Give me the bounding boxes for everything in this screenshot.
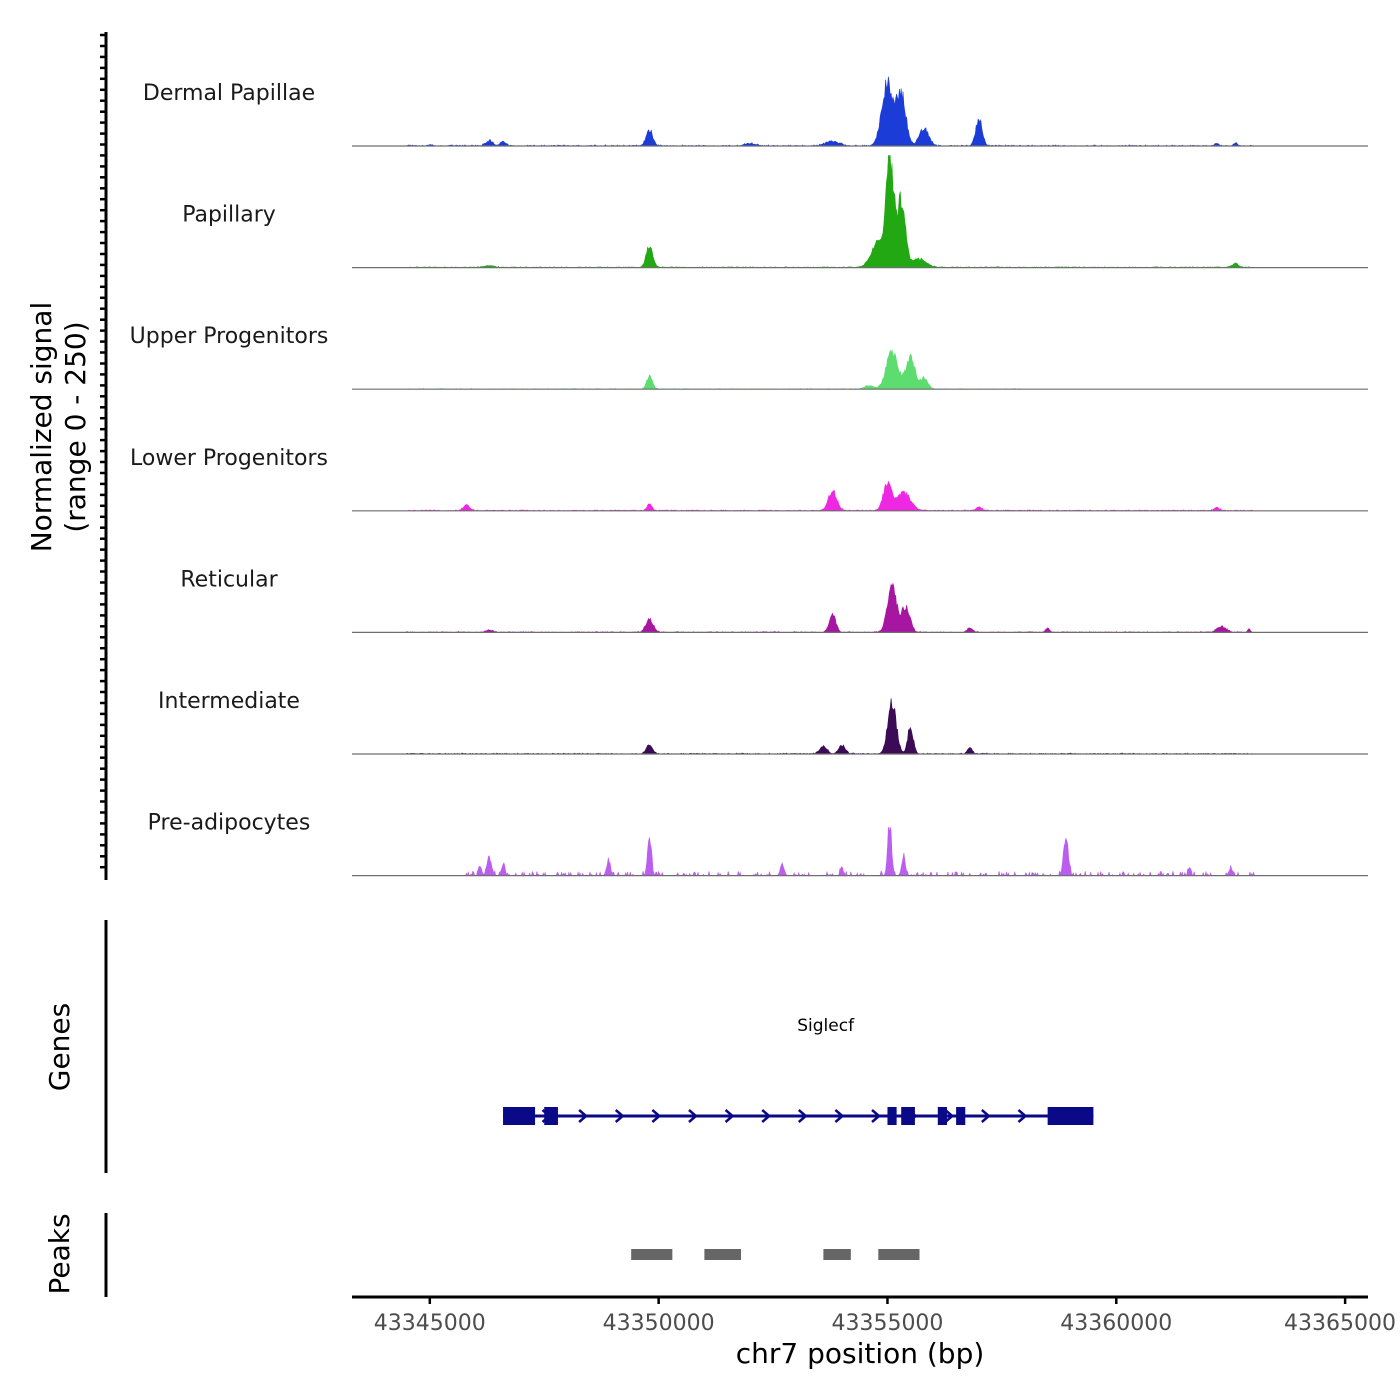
exon [937,1107,947,1125]
strand-arrow [981,1109,991,1123]
track-lower-progenitors: Lower Progenitors [130,446,1368,512]
exon [887,1107,897,1125]
x-tick-label: 43355000 [831,1311,943,1336]
track-reticular: Reticular [180,567,1368,634]
track-dermal-papillae: Dermal Papillae [143,76,1368,147]
peak-region [704,1249,742,1260]
track-label: Dermal Papillae [143,81,315,106]
strand-arrow [724,1109,735,1123]
track-label: Intermediate [158,689,300,714]
x-tick-label: 43345000 [374,1311,486,1336]
track-label: Papillary [182,203,276,228]
strand-arrow [614,1109,625,1123]
x-tick-label: 43350000 [603,1311,715,1336]
track-upper-progenitors: Upper Progenitors [130,324,1368,390]
strand-arrow [651,1109,662,1123]
strand-arrow [688,1109,698,1123]
y-axis-title: Normalized signal [25,301,58,553]
peak-region [631,1249,673,1260]
exon [1047,1107,1094,1125]
genes-track-label: Genes [43,1002,76,1092]
strand-arrow [871,1109,881,1123]
strand-arrow [1017,1109,1028,1123]
track-intermediate: Intermediate [158,689,1368,755]
x-tick-label: 43365000 [1284,1311,1396,1336]
peaks-panel [631,1249,920,1260]
y-axis-label: Normalized signal (range 0 - 250) [25,227,95,627]
gene-annotation-panel: Siglecf [503,1016,1094,1125]
signal-tracks: Dermal Papillae Papillary Upper Progenitor… [130,76,1368,877]
x-axis-title: chr7 position (bp) [736,1337,985,1370]
track-label: Pre-adipocytes [148,811,311,836]
gene-name-label: Siglecf [797,1016,855,1036]
x-tick-label: 43360000 [1060,1311,1172,1336]
strand-arrow [944,1109,955,1123]
y-axis-range: (range 0 - 250) [59,321,92,533]
signal-area [352,582,1368,633]
track-label: Reticular [180,567,278,592]
track-label: Upper Progenitors [130,324,329,349]
track-label: Lower Progenitors [130,446,328,471]
exon [956,1107,966,1125]
peak-region [823,1249,851,1260]
track-pre-adipocytes: Pre-adipocytes [148,811,1368,877]
signal-area [352,698,1368,755]
peak-region [878,1249,920,1260]
peaks-track-label: Peaks [43,1213,76,1295]
strand-arrow [834,1109,845,1123]
signal-area [352,826,1368,877]
strand-arrow [761,1109,772,1123]
exon [901,1107,915,1125]
strand-arrow [797,1109,808,1123]
x-axis: 43345000 43350000 43355000 43360000 43365000… [352,1295,1396,1370]
signal-area [352,480,1368,512]
strand-arrow [578,1109,589,1123]
exon [544,1107,558,1125]
exon [503,1107,536,1125]
track-papillary: Papillary [182,155,1368,269]
signal-area [352,76,1368,147]
gene-siglecf: Siglecf [503,1016,1094,1125]
y-axis [100,32,108,1297]
signal-area [352,349,1368,390]
signal-area [352,155,1368,269]
